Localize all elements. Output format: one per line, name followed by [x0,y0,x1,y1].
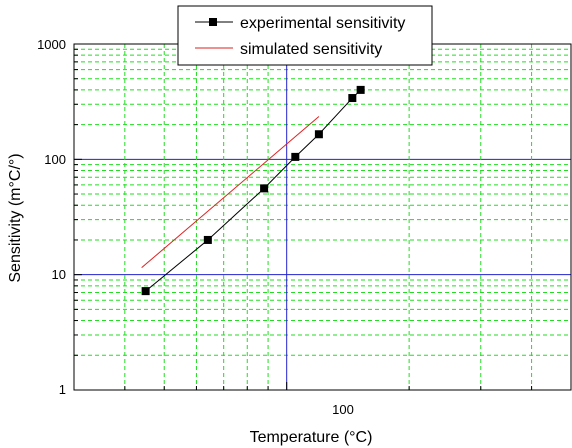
y-tick-label-1000: 1000 [37,37,66,52]
series [141,85,365,296]
experimental-point [356,85,365,94]
experimental-point [203,235,212,244]
grid [73,44,571,390]
simulated-sensitivity-line [141,116,320,269]
experimental-point [141,287,150,296]
y-tick-label-10: 10 [52,267,66,282]
legend-simulated-label: simulated sensitivity [240,41,382,58]
y-axis-title: Sensitivity (m°C/°) [7,153,24,282]
experimental-sensitivity-line [145,89,362,292]
x-axis-title: Temperature (°C) [250,429,373,446]
experimental-point [260,184,269,193]
y-tick-label-100: 100 [44,152,66,167]
plot-frame [73,43,572,391]
legend-experimental-marker [209,18,217,26]
experimental-point [348,94,357,103]
legend-experimental-label: experimental sensitivity [240,15,405,32]
legend: experimental sensitivity simulated sensi… [177,5,433,66]
legend-box [177,5,433,66]
axis-ticks [73,43,533,391]
experimental-point [314,130,323,139]
experimental-point [291,152,300,161]
x-tick-label-100: 100 [332,402,354,417]
y-tick-label-1: 1 [59,382,66,397]
